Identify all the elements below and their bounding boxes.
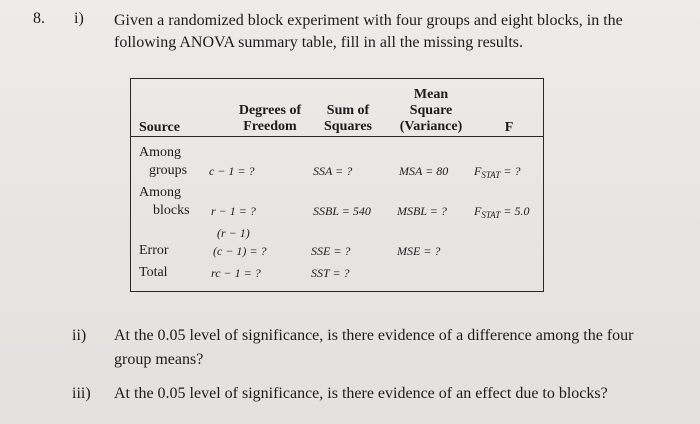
row-groups-source-line1: Among xyxy=(139,145,181,160)
header-ms-line1: Mean xyxy=(413,87,449,102)
part-ii-label: ii) xyxy=(72,327,87,344)
header-ss-line1: Sum of xyxy=(326,103,370,118)
row-groups-df: c − 1 = ? xyxy=(209,164,255,178)
header-ms-line3: (Variance) xyxy=(399,119,463,134)
header-f: F xyxy=(504,120,514,135)
part-iii-label: iii) xyxy=(72,385,91,402)
row-error-df-line1: (r − 1) xyxy=(217,226,250,240)
row-error-df-line2: (c − 1) = ? xyxy=(213,244,267,258)
header-divider xyxy=(131,136,543,137)
row-blocks-source-line2: blocks xyxy=(153,203,190,218)
row-total-df: rc − 1 = ? xyxy=(211,266,261,280)
header-source: Source xyxy=(139,120,180,135)
part-iii-text: At the 0.05 level of significance, is th… xyxy=(114,385,608,402)
anova-summary-table: Source Degrees of Freedom Sum of Squares… xyxy=(130,78,544,292)
row-blocks-f-sub: STAT xyxy=(481,210,501,220)
row-error-ms: MSE = ? xyxy=(397,244,441,258)
row-blocks-f-prefix: F xyxy=(474,204,482,218)
row-blocks-f-value: = 5.0 xyxy=(500,204,530,218)
row-groups-ms: MSA = 80 xyxy=(399,164,449,178)
row-groups-ss: SSA = ? xyxy=(313,164,353,178)
part-i-label: i) xyxy=(74,10,84,27)
row-groups-f: FSTAT = ? xyxy=(474,163,520,183)
row-blocks-ss: SSBL = 540 xyxy=(313,204,371,218)
row-blocks-ms: MSBL = ? xyxy=(397,204,447,218)
row-groups-f-sub: STAT xyxy=(481,170,501,180)
row-blocks-source-line1: Among xyxy=(139,185,181,200)
part-ii-text: At the 0.05 level of significance, is th… xyxy=(114,327,634,368)
header-ms-line2: Square xyxy=(409,103,453,118)
header-df-line1: Degrees of xyxy=(238,103,302,118)
row-groups-f-value: = ? xyxy=(500,164,521,178)
row-blocks-df: r − 1 = ? xyxy=(211,204,256,218)
header-df-line2: Freedom xyxy=(243,119,297,134)
row-blocks-f: FSTAT = 5.0 xyxy=(474,203,529,223)
row-total-ss: SST = ? xyxy=(311,266,350,280)
row-error-ss: SSE = ? xyxy=(311,244,351,258)
row-total-source: Total xyxy=(139,265,168,280)
question-number: 8. xyxy=(33,10,45,27)
row-groups-f-prefix: F xyxy=(474,164,482,178)
row-groups-source-line2: groups xyxy=(149,163,188,178)
row-error-source: Error xyxy=(139,243,169,258)
header-ss-line2: Squares xyxy=(324,119,372,134)
part-i-text: Given a randomized block experiment with… xyxy=(114,12,623,51)
